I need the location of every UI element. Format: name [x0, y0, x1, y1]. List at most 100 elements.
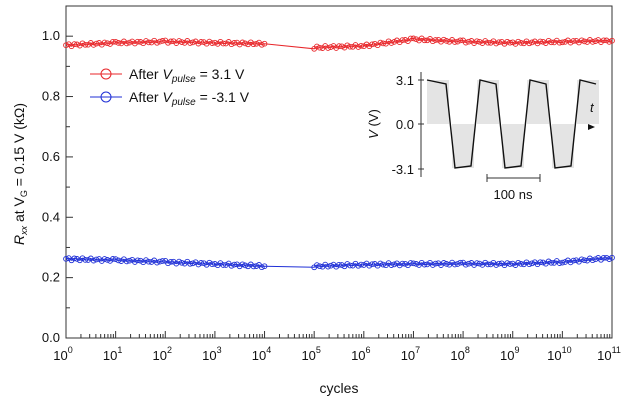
data-point	[545, 258, 552, 265]
data-point	[592, 256, 599, 263]
data-point	[336, 43, 342, 49]
data-point	[209, 40, 216, 46]
data-point	[600, 254, 607, 261]
data-point	[606, 256, 613, 262]
inset-pulse-area	[577, 80, 599, 124]
inset-tick-label-mid: 0.0	[396, 117, 414, 132]
data-point	[385, 38, 392, 45]
data-point	[443, 261, 450, 267]
data-point	[562, 39, 568, 45]
data-point	[418, 259, 425, 266]
inset-pulse-area	[477, 80, 499, 124]
data-point	[316, 44, 323, 51]
data-point	[567, 39, 574, 46]
data-point	[110, 256, 116, 262]
data-point	[589, 257, 596, 264]
x-tick-label: 105	[301, 345, 320, 363]
data-point	[101, 39, 108, 46]
data-point	[250, 263, 257, 270]
legend: After Vpulse = 3.1 V After Vpulse = -3.1…	[90, 66, 250, 108]
data-point	[220, 40, 227, 47]
inset-pulse-area	[502, 124, 524, 168]
inset-pulse-area	[427, 80, 449, 124]
data-point	[327, 262, 334, 269]
inset-pulse-area	[452, 124, 474, 168]
data-point	[377, 260, 384, 267]
data-point	[314, 262, 320, 268]
data-point	[493, 40, 500, 47]
data-point	[137, 39, 144, 45]
data-point	[600, 37, 607, 44]
data-point	[123, 258, 130, 265]
data-point	[74, 41, 80, 48]
data-point	[507, 39, 513, 46]
data-point	[540, 38, 546, 45]
inset-time-label: t	[590, 100, 595, 115]
y-tick-label: 0.8	[42, 89, 60, 104]
data-point	[603, 254, 610, 261]
inset-pulse-fill	[427, 80, 599, 168]
legend-marker-negative	[100, 91, 112, 103]
data-point	[556, 260, 563, 266]
series-0	[63, 35, 615, 52]
data-point	[540, 259, 546, 266]
data-point	[212, 261, 218, 267]
data-point	[360, 262, 367, 268]
data-point	[413, 36, 420, 43]
data-point	[504, 38, 511, 45]
data-point	[559, 259, 566, 266]
legend-item-negative-pulse: After Vpulse = -3.1 V	[90, 89, 250, 108]
data-point	[462, 261, 469, 268]
data-point	[209, 261, 216, 268]
data-point	[112, 38, 119, 45]
data-point	[587, 255, 593, 262]
data-point	[189, 39, 196, 46]
data-point	[424, 261, 431, 268]
data-point	[167, 38, 174, 45]
y-tick-label: 0.4	[42, 209, 60, 224]
legend-label-positive: After Vpulse = 3.1 V	[129, 66, 245, 85]
data-point	[220, 262, 227, 268]
data-point	[336, 261, 342, 268]
data-point	[242, 262, 249, 269]
data-point	[239, 261, 246, 268]
data-point	[344, 42, 351, 49]
data-point	[228, 41, 235, 48]
data-point	[548, 39, 555, 46]
data-point	[228, 262, 235, 269]
inset-pulse-waveform	[426, 79, 597, 169]
data-point	[462, 39, 469, 46]
data-point	[90, 257, 97, 264]
x-tick-label: 107	[401, 345, 420, 363]
data-point	[159, 258, 166, 264]
data-point	[104, 40, 111, 47]
data-point	[451, 39, 458, 45]
data-point	[581, 38, 588, 45]
data-point	[432, 260, 439, 267]
data-point	[589, 39, 596, 45]
data-point	[474, 38, 480, 45]
data-point	[360, 43, 367, 50]
y-tick-label: 0.0	[42, 330, 60, 345]
data-point	[358, 261, 364, 268]
data-point	[198, 39, 204, 45]
x-tick-label: 1010	[547, 345, 571, 363]
data-point	[242, 40, 249, 47]
data-point	[325, 263, 331, 270]
x-tick-label: 100	[53, 345, 72, 363]
data-point	[176, 258, 182, 265]
data-point	[253, 263, 260, 269]
data-point	[402, 37, 409, 43]
data-point	[253, 40, 260, 47]
x-tick-label: 109	[500, 345, 519, 363]
data-point	[457, 37, 464, 44]
data-point	[465, 38, 472, 45]
x-tick-label: 104	[252, 345, 271, 363]
inset-tick-label-top: 3.1	[396, 73, 414, 88]
data-point	[143, 38, 149, 44]
data-series	[63, 35, 615, 271]
data-point	[559, 39, 566, 46]
data-point	[537, 38, 544, 45]
data-point	[112, 256, 119, 262]
